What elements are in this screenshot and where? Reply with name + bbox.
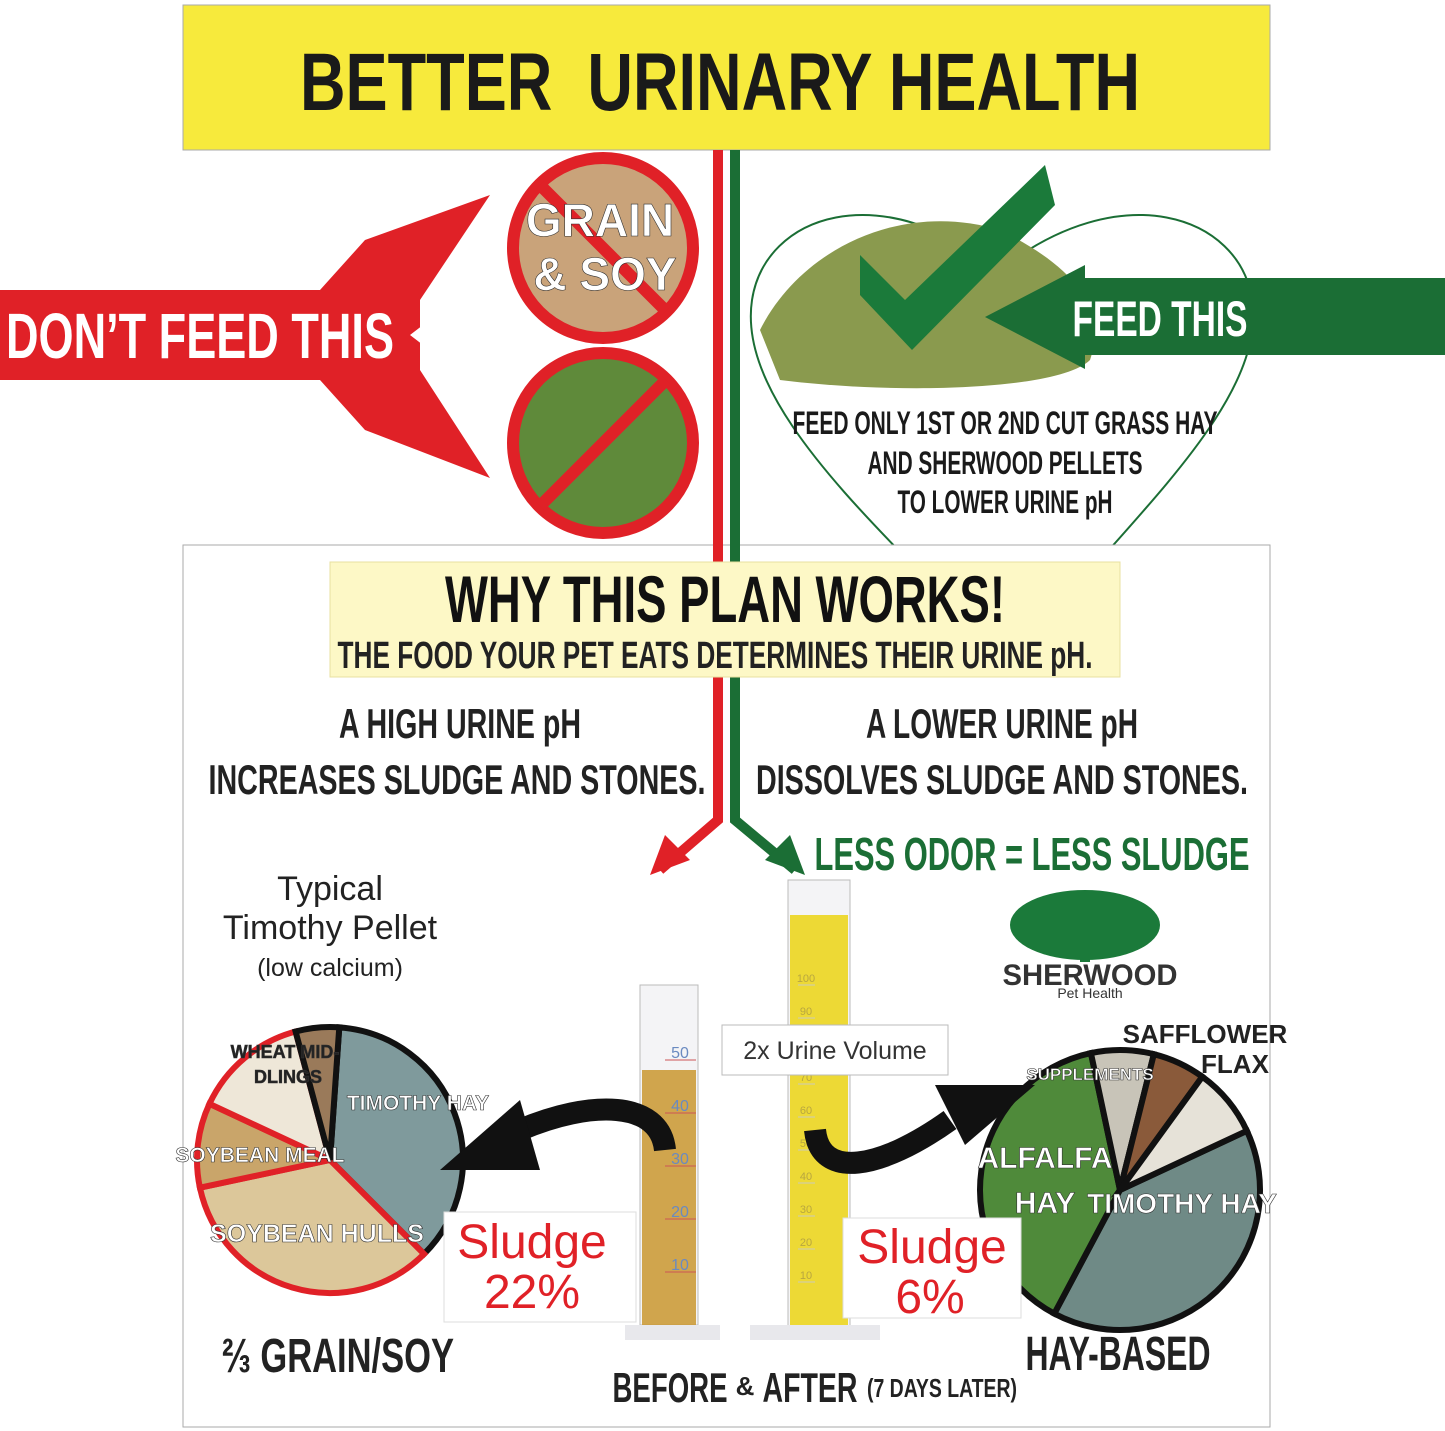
graduation-label: 40 [671, 1098, 689, 1115]
typical-title: Typical [277, 870, 383, 908]
arrowhead [440, 1100, 540, 1170]
feed-line: FEED ONLY 1ST OR 2ND CUT GRASS HAY [793, 405, 1218, 441]
pie-slice [291, 1023, 343, 1161]
pie-label: SOYBEAN HULLS [210, 1220, 424, 1248]
circle-text: & SOY [533, 248, 676, 300]
pie-label: ALFALFA [978, 1142, 1113, 1175]
pie-label: DLINGS [254, 1067, 322, 1087]
cylinder-base [625, 1325, 720, 1340]
feed-line: AND SHERWOOD PELLETS [868, 445, 1143, 481]
sludge-box [842, 1217, 1022, 1319]
after-label: AFTER [763, 1364, 858, 1411]
dont-feed-arrow [0, 195, 490, 478]
days-note: (7 DAYS LATER) [867, 1373, 1017, 1403]
pies [194, 1023, 1263, 1333]
pie-slice [196, 1156, 429, 1297]
arrowhead [935, 1085, 1035, 1145]
brand-name: SHERWOOD [1003, 959, 1178, 992]
right-heading: A LOWER URINE pH [866, 700, 1138, 747]
pie-label: SUPPLEMENTS [1026, 1065, 1154, 1084]
graduation-label: 30 [671, 1151, 689, 1168]
graduation-label: 30 [800, 1204, 812, 1216]
graduation-label: 90 [800, 1006, 812, 1018]
feed-line: TO LOWER URINE pH [898, 484, 1113, 520]
title: BETTER URINARY HEALTH [300, 37, 1140, 128]
curved-arrow [515, 1098, 676, 1153]
right-heading: DISSOLVES SLUDGE AND STONES. [756, 756, 1248, 803]
cylinders: 5040302010100908070605040302010 [625, 879, 880, 1340]
left-heading: INCREASES SLUDGE AND STONES. [209, 756, 706, 803]
left-heading: A HIGH URINE pH [339, 700, 581, 747]
sludge-label: Sludge [857, 1221, 1006, 1274]
graduation-label: 20 [671, 1204, 689, 1221]
checkmark [860, 165, 1055, 350]
sludge-label: Sludge [457, 1216, 606, 1269]
cylinder-base [750, 1325, 880, 1340]
pie-label: WHEAT MID- [231, 1042, 340, 1062]
pie-label: HAY [1015, 1187, 1076, 1220]
graduation-label: 10 [671, 1257, 689, 1274]
prohibition-slash [535, 375, 671, 511]
circle-text: GRAIN [526, 194, 674, 246]
feed-label: FEED THIS [1073, 291, 1248, 347]
pie-label: SAFFLOWER [1123, 1019, 1288, 1049]
brand-tagline: Pet Health [1057, 985, 1122, 1001]
right-caption: HAY-BASED [1026, 1328, 1211, 1381]
graduation-label: 50 [671, 1045, 689, 1062]
pie-label: FLAX [1201, 1049, 1270, 1079]
pie-label: TIMOTHY HAY [347, 1092, 489, 1115]
header-banner [182, 4, 1271, 151]
brand-trunk [1080, 950, 1090, 962]
graduation-label: 20 [800, 1237, 812, 1249]
feed-arrow [985, 265, 1445, 369]
graduation-label: 60 [800, 1105, 812, 1117]
volume-label: 2x Urine Volume [743, 1037, 926, 1065]
pie-label: TIMOTHY HAY [1087, 1188, 1277, 1219]
brand-tree [1010, 890, 1160, 960]
sludge-box [443, 1211, 637, 1323]
pie-labels: WHEAT MID- DLINGS TIMOTHY HAY SOYBEAN ME… [175, 1019, 1287, 1248]
arrow-notch [410, 312, 440, 358]
dont-feed-label: DON’T FEED THIS [6, 300, 394, 372]
pie-label: SOYBEAN MEAL [175, 1144, 344, 1167]
before-label: BEFORE [613, 1364, 728, 1411]
why-box [329, 561, 1121, 678]
slogan: LESS ODOR = LESS SLUDGE [815, 828, 1250, 880]
why-title: WHY THIS PLAN WORKS! [445, 562, 1005, 636]
typical-note: (low calcium) [257, 954, 403, 982]
pie-slice [205, 1027, 335, 1166]
why-subtitle: THE FOOD YOUR PET EATS DETERMINES THEIR … [338, 635, 1093, 677]
pie-slice [1110, 1072, 1251, 1198]
sludge-value: 6% [895, 1271, 964, 1324]
volume-box [721, 1024, 949, 1076]
pie-slice [1050, 1126, 1263, 1333]
graduation-label: 10 [800, 1270, 812, 1282]
left-caption: ⅔ GRAIN/SOY [222, 1330, 454, 1383]
typical-title: Timothy Pellet [223, 909, 438, 947]
graduation-label: 100 [797, 973, 815, 985]
sludge-value: 22% [484, 1266, 580, 1319]
feed-description: FEED ONLY 1ST OR 2ND CUT GRASS HAY AND S… [793, 405, 1218, 520]
graduation-label: 40 [800, 1171, 812, 1183]
ampersand: & [736, 1371, 755, 1401]
curved-arrow [804, 1111, 957, 1174]
arrowhead [650, 835, 690, 875]
arrowhead [765, 835, 805, 875]
prohibition-slash [535, 180, 671, 316]
after-urine [790, 915, 848, 1330]
